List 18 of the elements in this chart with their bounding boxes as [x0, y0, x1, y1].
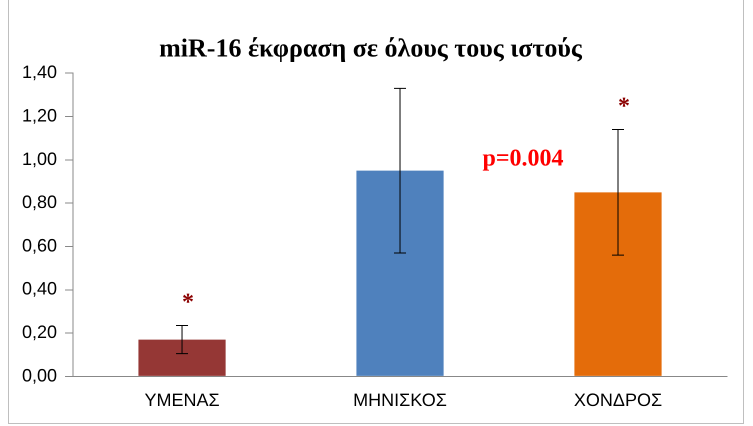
x-tick-label: ΜΗΝΙΣΚΟΣ	[353, 390, 447, 410]
y-tick-label: 1,40	[22, 62, 58, 82]
bar	[574, 192, 662, 376]
bar	[356, 170, 444, 376]
y-tick-label: 0,60	[22, 235, 58, 256]
bar	[138, 340, 226, 376]
y-tick-label: 1,00	[22, 148, 58, 169]
y-tick-label: 0,20	[22, 322, 58, 342]
y-tick-label: 0,80	[22, 192, 58, 212]
annotation: *	[618, 94, 630, 120]
chart-title: miR-16 έκφραση σε όλους τους ιστούς	[159, 33, 583, 62]
annotation: p=0.004	[482, 146, 564, 172]
y-tick-label: 0,40	[22, 278, 58, 299]
y-tick-label: 0,00	[22, 365, 58, 386]
y-tick-label: 1,20	[22, 105, 58, 126]
x-tick-label: ΧΟΝΔΡΟΣ	[574, 390, 662, 410]
annotation: *	[182, 290, 194, 316]
x-tick-label: ΥΜΕΝΑΣ	[144, 390, 220, 410]
